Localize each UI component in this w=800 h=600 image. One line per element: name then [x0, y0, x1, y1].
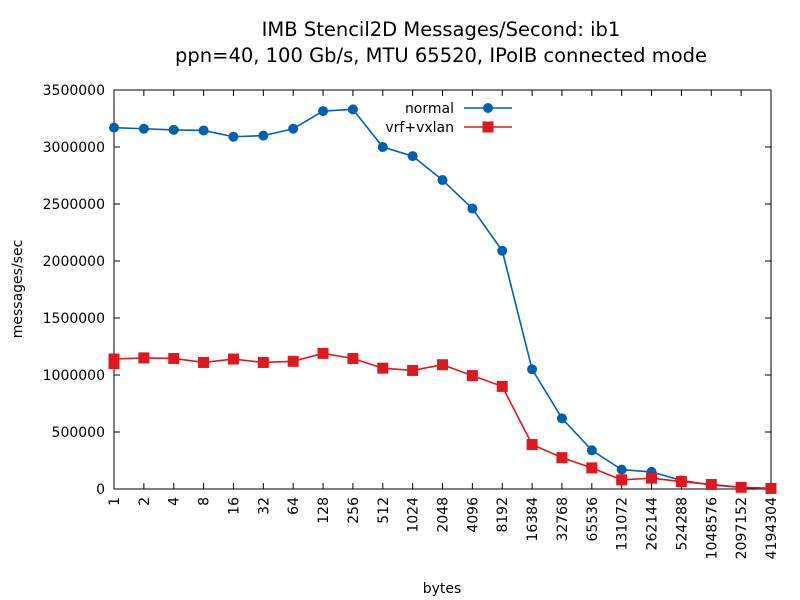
data-point-vrf+vxlan [705, 478, 717, 490]
data-point-normal [318, 106, 329, 117]
x-tick-label: 8 [197, 497, 213, 506]
data-point-normal [437, 175, 448, 186]
data-point-vrf+vxlan [616, 474, 628, 486]
data-point-normal [347, 104, 358, 115]
data-point-normal [288, 123, 299, 134]
data-point-vrf+vxlan [227, 353, 239, 365]
data-point-normal [168, 124, 179, 135]
data-point-normal [377, 142, 388, 152]
data-point-normal [556, 413, 567, 424]
data-point-vrf+vxlan [466, 370, 478, 382]
x-tick-label: 32 [256, 497, 272, 515]
plot-border [113, 89, 772, 490]
x-tick-label: 512 [376, 497, 392, 524]
x-tick-label: 4096 [465, 497, 481, 533]
x-tick-label: 16384 [525, 497, 541, 542]
data-point-vrf+vxlan [735, 481, 747, 493]
data-point-vrf+vxlan [198, 356, 210, 368]
x-tick-label: 1048576 [704, 497, 720, 559]
y-tick-label: 3500000 [43, 83, 105, 99]
x-tick-label: 256 [346, 497, 362, 524]
y-tick-label: 2500000 [43, 197, 105, 213]
y-tick-label: 2000000 [43, 254, 105, 270]
x-tick-label: 128 [316, 497, 332, 524]
data-point-normal [497, 245, 508, 256]
x-tick-label: 2048 [436, 497, 452, 533]
x-tick-label: 1024 [406, 497, 422, 533]
legend-marker [483, 103, 493, 113]
data-point-normal [228, 131, 239, 142]
data-point-normal [138, 123, 149, 134]
chart-title-line-1: IMB Stencil2D Messages/Second: ib1 [262, 18, 621, 41]
x-tick-label: 65536 [585, 497, 601, 542]
data-point-vrf+vxlan [556, 452, 568, 464]
y-tick-label: 1500000 [43, 311, 105, 327]
y-tick-label: 3000000 [43, 140, 105, 156]
data-point-vrf+vxlan [108, 358, 120, 370]
x-tick-label: 131072 [615, 497, 631, 550]
data-point-vrf+vxlan [168, 352, 180, 364]
x-tick-label: 2 [137, 497, 153, 506]
series-line-normal [113, 108, 772, 490]
x-axis-label: bytes [423, 581, 462, 597]
data-point-vrf+vxlan [257, 356, 269, 368]
data-point-vrf+vxlan [437, 359, 448, 371]
x-tick-label: 2097152 [734, 497, 750, 559]
data-point-vrf+vxlan [377, 362, 389, 374]
data-point-normal [198, 125, 209, 136]
y-tick-label: 500000 [52, 425, 105, 441]
data-point-normal [407, 151, 418, 162]
data-point-vrf+vxlan [496, 380, 508, 392]
data-point-vrf+vxlan [765, 482, 777, 494]
legend-marker [482, 121, 494, 133]
legend-label: normal [405, 101, 454, 117]
x-tick-label: 4194304 [764, 497, 780, 559]
y-tick-label: 1000000 [43, 368, 105, 384]
x-tick-label: 262144 [645, 497, 661, 551]
data-point-normal [109, 122, 119, 133]
data-point-vrf+vxlan [646, 472, 658, 484]
data-point-normal [258, 130, 269, 141]
data-point-vrf+vxlan [317, 347, 329, 359]
x-tick-label: 32768 [555, 497, 571, 542]
data-point-normal [586, 445, 597, 456]
data-point-normal [527, 364, 538, 375]
data-point-normal [467, 203, 478, 214]
y-tick-label: 0 [96, 482, 105, 498]
x-tick-label: 1 [107, 497, 123, 506]
plot-area: 0 500000 1000000 1500000 2000000 2500000 30000… [43, 83, 780, 559]
x-tick-label: 4 [167, 497, 183, 506]
data-point-vrf+vxlan [138, 352, 150, 364]
data-point-vrf+vxlan [526, 439, 538, 451]
data-point-vrf+vxlan [586, 462, 598, 474]
data-point-vrf+vxlan [407, 364, 419, 376]
data-point-vrf+vxlan [675, 476, 687, 488]
data-point-vrf+vxlan [347, 352, 359, 364]
legend-label: vrf+vxlan [385, 120, 454, 136]
x-tick-label: 8192 [495, 497, 511, 533]
chart-title-line-2: ppn=40, 100 Gb/s, MTU 65520, IPoIB conne… [175, 44, 707, 67]
data-point-vrf+vxlan [287, 355, 299, 367]
y-axis-label: messages/sec [10, 240, 26, 339]
x-tick-label: 64 [286, 497, 302, 515]
data-point-normal [616, 464, 627, 475]
series-line-vrf+vxlan [113, 352, 772, 490]
x-tick-label: 524288 [674, 497, 690, 550]
x-tick-label: 16 [226, 497, 242, 515]
